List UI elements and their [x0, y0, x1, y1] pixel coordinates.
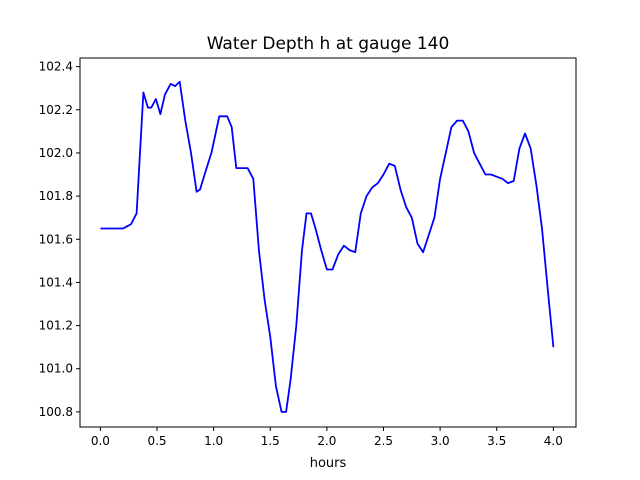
x-tick-label: 2.5	[374, 434, 393, 448]
x-tick-label: 3.5	[487, 434, 506, 448]
x-tick-label: 2.0	[317, 434, 336, 448]
x-axis: 0.0 0.5 1.0 1.5 2.0 2.5 3.0 3.5 4.0	[91, 427, 563, 448]
y-tick-label: 101.0	[39, 362, 73, 376]
y-tick-label: 101.8	[39, 189, 73, 203]
series-line-water-depth	[100, 80, 555, 413]
plot-area	[80, 58, 576, 427]
x-tick-label: 1.5	[261, 434, 280, 448]
y-axis: 100.8 101.0 101.2 101.4 101.6 101.8 102.0 102.2…	[39, 60, 80, 419]
y-tick-label: 100.8	[39, 405, 73, 419]
x-tick-label: 3.0	[431, 434, 450, 448]
x-tick-label: 0.5	[147, 434, 166, 448]
x-tick-label: 4.0	[544, 434, 563, 448]
y-tick-label: 101.6	[39, 232, 73, 246]
y-tick-label: 102.2	[39, 103, 73, 117]
y-tick-label: 102.4	[39, 60, 73, 74]
chart-title: Water Depth h at gauge 140	[207, 34, 450, 54]
x-tick-label: 1.0	[204, 434, 223, 448]
y-tick-label: 101.2	[39, 319, 73, 333]
plot-frame	[79, 57, 577, 428]
y-tick-label: 102.0	[39, 146, 73, 160]
x-axis-label: hours	[310, 456, 347, 471]
y-tick-label: 101.4	[39, 275, 73, 289]
x-tick-label: 0.0	[91, 434, 110, 448]
